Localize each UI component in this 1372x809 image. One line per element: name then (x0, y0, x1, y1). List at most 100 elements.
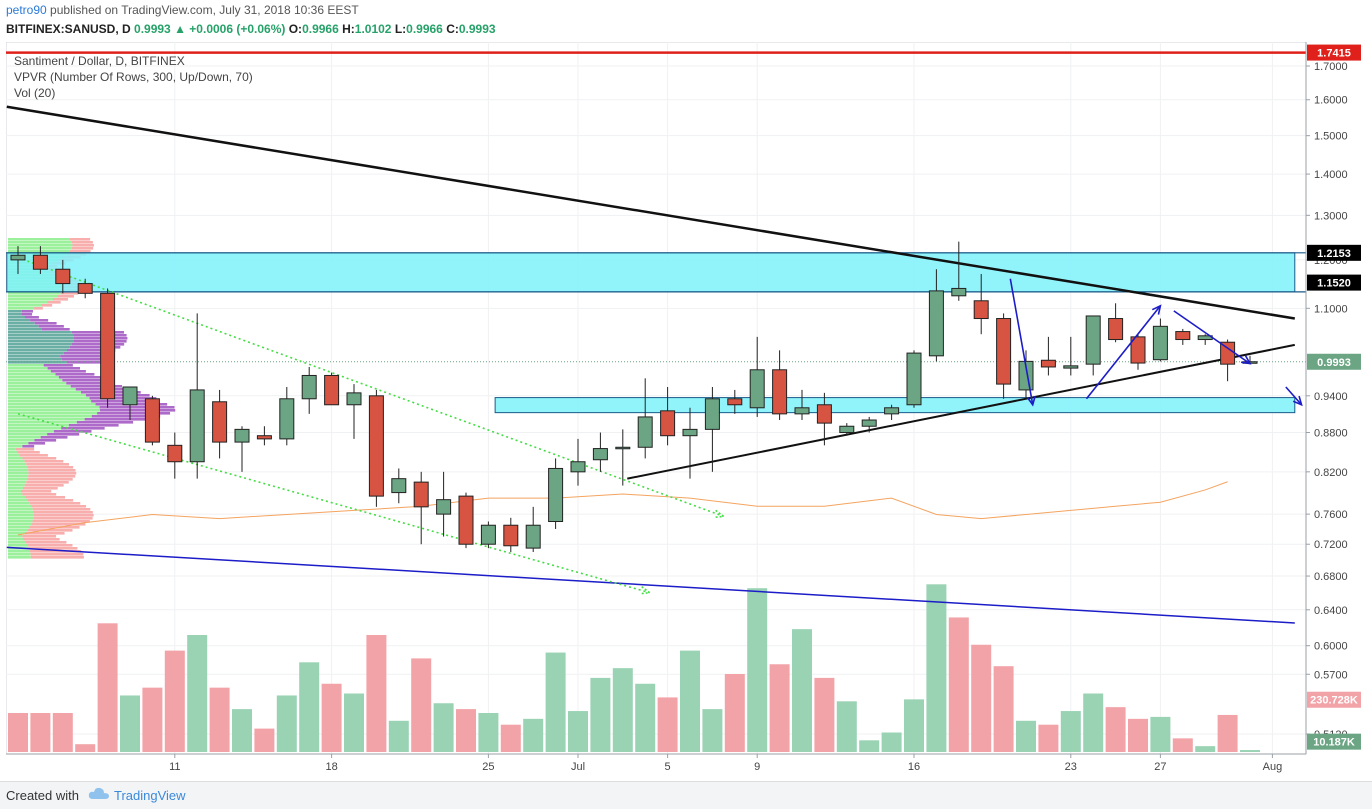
tradingview-brand-label: TradingView (114, 788, 186, 803)
vpvr-up-row (8, 454, 20, 457)
vpvr-down-row (22, 487, 58, 490)
vpvr-up-row (8, 478, 28, 481)
x-axis[interactable]: 11 18 25 Jul 5 9 16 23 27 Aug (169, 754, 1282, 773)
vpvr-down-row (33, 514, 94, 517)
vpvr-up-row (8, 298, 54, 301)
ohlc-header: BITFINEX:SANUSD, D 0.9993 ▲ +0.0006 (+0.… (6, 22, 496, 36)
footer-bar: Created with TradingView (0, 781, 1372, 809)
tradingview-logo[interactable]: TradingView (88, 786, 186, 803)
vpvr-up-row (8, 367, 48, 370)
volume-bar-23 (523, 718, 544, 752)
volume-bar-31 (702, 709, 723, 752)
y-axis[interactable]: 1.70001.60001.50001.40001.30001.20001.10… (1306, 44, 1361, 750)
candle-body-11 (256, 435, 272, 440)
x-tick-label-2: 25 (482, 761, 494, 773)
legend-vpvr[interactable]: VPVR (Number Of Rows, 300, Up/Down, 70) (14, 70, 253, 84)
vpvr-up-row (8, 331, 72, 334)
vpvr-down-row (25, 541, 67, 544)
vpvr-down-row (47, 301, 61, 304)
vpvr-up-row (8, 526, 30, 529)
price-label-1: 1.2153 (1317, 248, 1351, 260)
vpvr-down-row (26, 463, 70, 466)
author-name[interactable]: petro90 (6, 3, 47, 17)
price-chart[interactable]: 1.70001.60001.50001.40001.30001.20001.10… (6, 42, 1372, 782)
vpvr-up-row (8, 391, 81, 394)
vpvr-up-row (8, 373, 56, 376)
vpvr-up-row (8, 310, 22, 313)
vpvr-up-row (8, 469, 29, 472)
open-label: O: (288, 22, 303, 36)
vpvr-down-row (71, 343, 125, 346)
vpvr-up-row (8, 427, 62, 430)
candle-body-6 (144, 398, 160, 443)
low-value: 0.9966 (406, 22, 443, 36)
volume-bar-21 (478, 713, 499, 752)
vpvr-up-row (8, 433, 48, 436)
legend-vol[interactable]: Vol (20) (14, 86, 56, 100)
vpvr-down-row (40, 436, 68, 439)
vpvr-up-row (8, 502, 30, 505)
x-tick-label-3: Jul (571, 761, 585, 773)
volume-bar-49 (1105, 707, 1126, 752)
candle-body-37 (839, 425, 855, 434)
volume-bar-44 (993, 666, 1014, 752)
volume-bar-20 (456, 709, 476, 752)
vpvr-up-row (8, 379, 63, 382)
y-tick-label-6: 1.1000 (1314, 303, 1348, 315)
price-label-2: 1.1520 (1317, 278, 1351, 290)
vpvr-up-row (8, 424, 69, 427)
vpvr-up-row (8, 442, 29, 445)
vpvr-down-row (21, 313, 33, 316)
vpvr-up-row (8, 370, 51, 373)
vpvr-down-row (71, 241, 93, 244)
volume-bar-27 (612, 668, 633, 752)
legend-title[interactable]: Santiment / Dollar, D, BITFINEX (14, 54, 185, 68)
volume-bar-17 (388, 720, 409, 752)
volume-bar-14 (321, 683, 342, 752)
y-tick-label-1: 1.6000 (1314, 95, 1348, 107)
vpvr-down-row (34, 322, 57, 325)
volume-bar-2 (52, 713, 73, 752)
high-label: H: (342, 22, 355, 36)
arrow-down-1-head (1026, 395, 1036, 407)
vpvr-up-row (8, 307, 35, 310)
volume-bar-52 (1172, 738, 1193, 752)
rising-support (627, 343, 1295, 480)
vpvr-down-row (38, 325, 64, 328)
arrow-down-3-head (1292, 395, 1303, 407)
vpvr-down-row (23, 538, 60, 541)
price-label-box-4 (1307, 691, 1361, 708)
vpvr-down-row (26, 481, 69, 484)
x-tick-label-7: 23 (1065, 761, 1077, 773)
vpvr-up-row (8, 334, 74, 337)
price-label-box-2 (1307, 274, 1361, 291)
candle-body-10 (234, 428, 250, 443)
candle-body-46 (1040, 359, 1056, 368)
channel-upper (17, 256, 724, 518)
vpvr-up-row (8, 463, 27, 466)
vpvr-down-row (99, 409, 176, 412)
volume-bar-42 (948, 617, 969, 752)
vpvr-up-row (8, 556, 31, 559)
volume-bar-48 (1083, 693, 1104, 752)
x-tick-label-1: 18 (325, 761, 337, 773)
volume-bar-53 (1195, 746, 1216, 752)
volume-bar-3 (75, 744, 96, 752)
vpvr-up-row (8, 397, 90, 400)
volume-bar-51 (1150, 716, 1171, 752)
y-tick-label-14: 0.6000 (1314, 641, 1348, 653)
candle-body-2 (55, 268, 71, 285)
vpvr-down-row (19, 454, 48, 457)
vpvr-down-row (47, 367, 81, 370)
vpvr-down-row (28, 547, 78, 550)
vpvr-down-row (29, 502, 81, 505)
candle-body-5 (122, 386, 138, 406)
vpvr-down-row (22, 493, 57, 496)
vpvr-down-row (55, 373, 95, 376)
candle-body-31 (704, 398, 720, 430)
y-tick-label-8: 0.8800 (1314, 428, 1348, 440)
vpvr-down-row (60, 355, 103, 358)
vpvr-up-row (8, 292, 61, 295)
vpvr-up-row (8, 493, 23, 496)
vpvr-down-row (22, 445, 35, 448)
